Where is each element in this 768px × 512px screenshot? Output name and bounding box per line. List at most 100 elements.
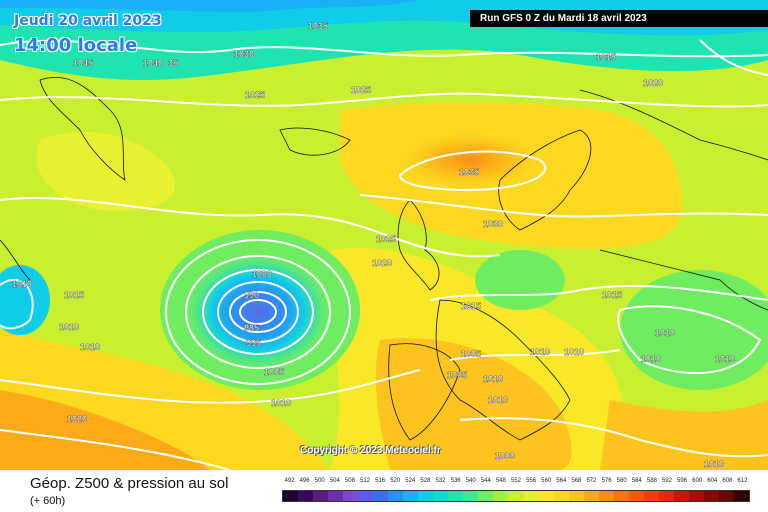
legend-value: 596	[677, 478, 688, 484]
legend-swatch	[553, 491, 569, 501]
pressure-label: 1000	[252, 269, 272, 279]
legend-swatch	[703, 491, 719, 501]
pressure-label: 1010	[483, 374, 503, 384]
legend-swatch	[283, 491, 299, 501]
z500-band	[475, 250, 565, 310]
pressure-label: 1015	[602, 290, 622, 300]
legend-value: 560	[541, 478, 552, 484]
legend-swatch	[433, 491, 449, 501]
legend-swatch	[568, 491, 584, 501]
legend-swatch	[388, 491, 404, 501]
pressure-label: 1005	[461, 349, 481, 359]
pressure-label: 1010	[715, 354, 735, 364]
z500-band	[375, 338, 572, 470]
legend-swatch	[313, 491, 329, 501]
legend-swatch	[673, 491, 689, 501]
legend-swatch	[373, 491, 389, 501]
legend-swatch	[478, 491, 494, 501]
pressure-label: 1010	[641, 354, 661, 364]
legend-value: 536	[450, 478, 461, 484]
pressure-label: 995	[246, 338, 261, 348]
legend-value: 492	[284, 478, 295, 484]
pressure-label: 1010	[59, 322, 79, 332]
pressure-label: 1005	[264, 367, 284, 377]
legend-value: 552	[510, 478, 522, 484]
forecast-date: Jeudi 20 avril 2023	[14, 13, 162, 29]
pressure-label: 1010	[655, 328, 675, 338]
pressure-label: 1015	[596, 52, 616, 62]
pressure-label: 1035	[308, 21, 328, 31]
z500-band	[620, 270, 768, 390]
legend-value: 520	[390, 478, 401, 484]
pressure-label: 1025	[245, 90, 265, 100]
legend-value: 532	[435, 478, 446, 484]
legend-value: 500	[314, 478, 325, 484]
z500-band	[0, 265, 50, 335]
pressure-label: 1035	[459, 167, 479, 177]
legend-swatch	[583, 491, 599, 501]
pressure-label: 990	[244, 290, 259, 300]
copyright-notice: Copyright © 2023 Meteociel.fr	[300, 445, 441, 456]
legend-value: 504	[329, 478, 340, 484]
legend-value: 580	[616, 478, 627, 484]
legend-value: 568	[571, 478, 582, 484]
z500-band	[600, 400, 768, 470]
legend-swatch	[733, 491, 749, 501]
pressure-label: 1030	[234, 49, 254, 59]
legend-swatch	[493, 491, 509, 501]
pressure-label: 1025	[351, 85, 371, 95]
low-pressure-center	[186, 254, 330, 370]
legend-swatch	[658, 491, 674, 501]
forecast-map: 1035 1030 1040 35 1045 1025 1015 1020 10…	[0, 0, 768, 470]
legend-value: 584	[631, 478, 642, 484]
isobars	[0, 39, 768, 470]
pressure-label-layer: 1035 1030 1040 35 1045 1025 1015 1020 10…	[12, 21, 735, 469]
legend-value: 600	[692, 478, 703, 484]
pressure-label: 1015	[461, 301, 481, 311]
pressure-label: 1010	[704, 459, 724, 469]
legend-panel: Géop. Z500 & pression au sol (+ 60h) 492…	[0, 470, 768, 512]
legend-value: 612	[737, 478, 748, 484]
product-title: Géop. Z500 & pression au sol	[30, 475, 229, 492]
pressure-label: 1025	[376, 234, 396, 244]
pressure-label: 1010	[530, 347, 550, 357]
legend-value: 576	[601, 478, 612, 484]
legend-value: 572	[586, 478, 597, 484]
legend-value: 512	[360, 478, 371, 484]
legend-swatch	[613, 491, 629, 501]
legend-value: 548	[495, 478, 506, 484]
legend-swatch	[418, 491, 434, 501]
legend-value: 608	[722, 478, 733, 484]
legend-swatch	[643, 491, 659, 501]
pressure-label: 1020	[67, 414, 87, 424]
pressure-label: 1010	[271, 398, 291, 408]
pressure-label: 1010	[564, 347, 584, 357]
pressure-label: 1040	[143, 58, 163, 68]
legend-value: 564	[556, 478, 567, 484]
legend-value: 588	[646, 478, 657, 484]
color-scale-bar	[282, 490, 750, 502]
legend-value: 556	[526, 478, 537, 484]
pressure-label: 35	[168, 58, 178, 68]
pressure-label: 1030	[483, 219, 503, 229]
pressure-label: 1005	[447, 370, 467, 380]
pressure-label: 1010	[80, 342, 100, 352]
z500-band	[0, 0, 420, 12]
legend-swatch	[463, 491, 479, 501]
legend-swatch	[598, 491, 614, 501]
pressure-label: 1015	[64, 290, 84, 300]
high-pressure-center	[395, 130, 545, 190]
pressure-label: 1020	[643, 78, 663, 88]
legend-value: 524	[405, 478, 416, 484]
z500-band	[0, 390, 210, 470]
pressure-label: 1000	[495, 451, 515, 461]
model-run-info: Run GFS 0 Z du Mardi 18 avril 2023	[470, 10, 768, 27]
legend-value: 544	[480, 478, 491, 484]
legend-swatch	[343, 491, 359, 501]
z500-band	[36, 131, 176, 211]
pressure-label: 1020	[372, 258, 392, 268]
legend-swatch	[403, 491, 419, 501]
pressure-label: 985	[244, 323, 259, 333]
legend-swatch	[718, 491, 734, 501]
